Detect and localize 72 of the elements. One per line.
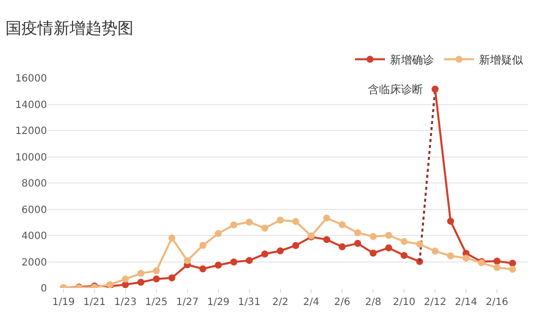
legend-label: 新增确诊	[390, 54, 434, 67]
point	[370, 250, 377, 257]
y-tick-label: 16000	[15, 74, 47, 84]
annotation: 含临床诊断	[368, 83, 423, 96]
x-tick-label: 2/8	[365, 297, 382, 308]
point	[122, 276, 129, 283]
point	[462, 254, 470, 262]
point	[168, 234, 176, 242]
point	[494, 258, 501, 265]
point	[137, 270, 144, 277]
x-tick-label: 2/6	[334, 297, 350, 308]
point	[137, 278, 144, 286]
point	[354, 229, 362, 236]
x-tick-label: 1/29	[207, 297, 230, 308]
x-tick-label: 1/31	[238, 297, 261, 308]
x-tick-label: 1/25	[145, 297, 168, 308]
x-tick-label: 1/23	[114, 297, 137, 308]
y-tick-label: 12000	[15, 126, 47, 137]
point	[292, 242, 300, 249]
x-tick-label: 2/16	[486, 297, 508, 308]
y-tick-label: 2000	[22, 257, 47, 268]
point	[494, 264, 501, 272]
point	[152, 275, 160, 282]
x-tick-label: 1/27	[176, 297, 199, 308]
x-tick-label: 2/4	[303, 297, 320, 308]
point	[354, 240, 362, 247]
x-tick-label: 1/19	[52, 297, 75, 308]
y-tick-label: 10000	[15, 152, 47, 164]
point	[370, 233, 377, 240]
point	[432, 248, 439, 255]
point	[214, 230, 222, 238]
y-tick-label: 14000	[15, 100, 47, 111]
y-tick-label: 8000	[22, 178, 47, 190]
x-tick-label: 2/2	[272, 297, 288, 308]
legend-label: 新增疑似	[479, 54, 523, 67]
point	[385, 232, 392, 239]
point	[385, 244, 392, 252]
y-tick-label: 0	[40, 284, 47, 294]
point	[246, 256, 253, 264]
point	[447, 252, 454, 260]
point	[261, 224, 268, 232]
y-tick-label: 6000	[22, 204, 47, 216]
point	[338, 221, 346, 228]
point	[447, 218, 454, 225]
point	[509, 260, 516, 267]
point	[230, 221, 238, 228]
point	[152, 267, 160, 274]
point	[276, 216, 284, 224]
point	[400, 252, 408, 259]
chart-title: 国疫情新增趋势图	[5, 18, 134, 38]
x-tick-label: 1/21	[83, 297, 106, 308]
x-tick-label: 2/14	[454, 297, 478, 308]
point	[416, 240, 424, 248]
x-tick-label: 2/10	[392, 297, 416, 308]
point	[276, 247, 284, 254]
point	[168, 274, 176, 282]
point	[184, 257, 191, 264]
point	[199, 242, 206, 249]
point	[292, 218, 300, 225]
point	[400, 238, 408, 246]
point	[261, 250, 268, 258]
point	[509, 266, 516, 273]
y-tick-label: 4000	[22, 231, 47, 242]
x-tick-label: 2/12	[424, 297, 446, 308]
point	[323, 236, 330, 244]
point	[432, 86, 439, 93]
point	[246, 218, 253, 226]
point	[199, 265, 206, 272]
point	[214, 262, 222, 269]
point	[230, 258, 238, 266]
point	[323, 214, 330, 222]
point	[338, 243, 346, 250]
